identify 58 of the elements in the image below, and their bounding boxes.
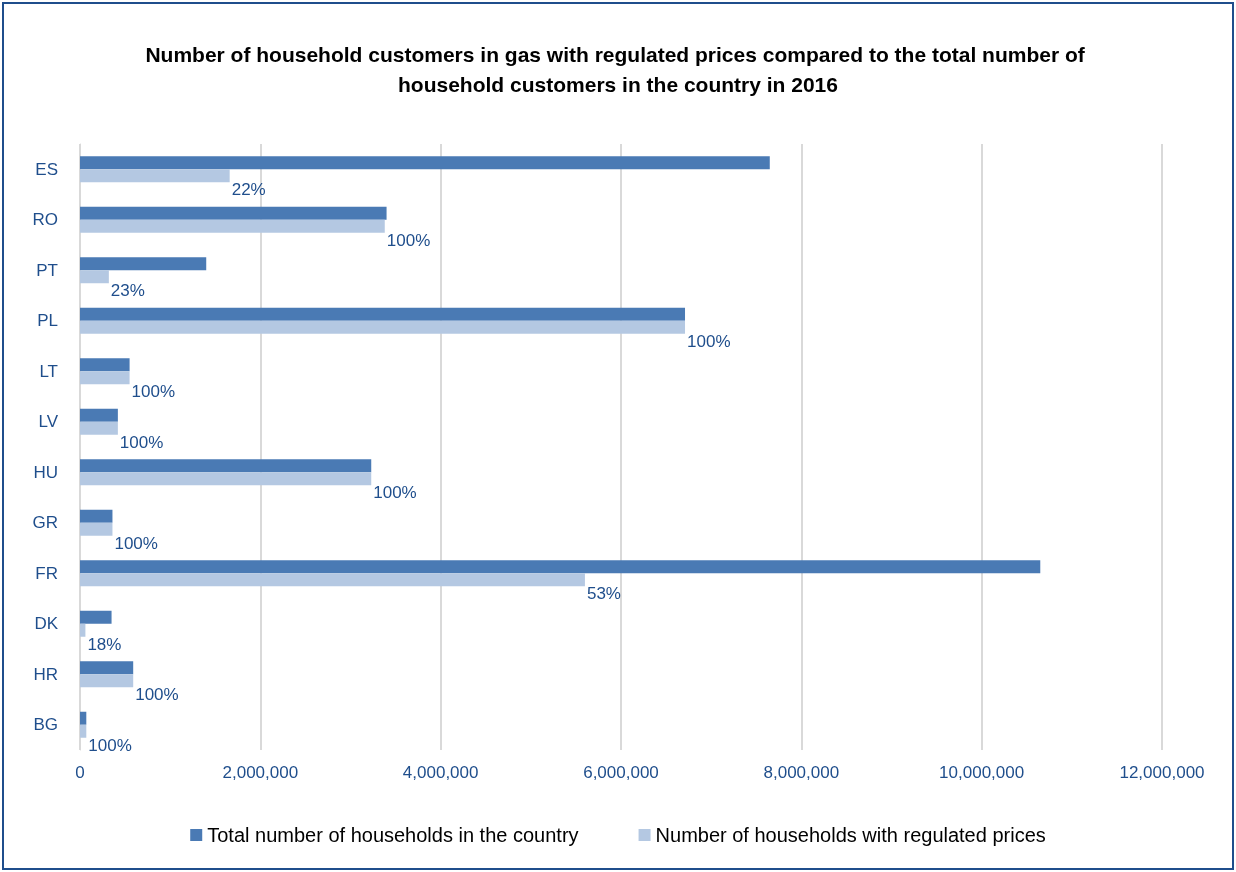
bar bbox=[80, 408, 118, 422]
bar bbox=[80, 459, 372, 473]
annotation: 100% bbox=[373, 483, 417, 503]
y-tick-label: PL bbox=[37, 311, 58, 331]
y-tick-label: GR bbox=[32, 513, 58, 533]
annotation: 23% bbox=[110, 281, 145, 301]
bar bbox=[80, 307, 686, 321]
annotation: 22% bbox=[231, 180, 266, 200]
bar bbox=[80, 573, 585, 587]
annotation: 100% bbox=[687, 331, 731, 351]
bar bbox=[80, 711, 87, 725]
x-tick-label: 12,000,000 bbox=[1119, 763, 1205, 782]
bar bbox=[80, 358, 130, 372]
y-tick-label: LV bbox=[38, 412, 59, 432]
annotation: 18% bbox=[87, 634, 122, 654]
x-tick-label: 2,000,000 bbox=[222, 763, 299, 782]
bar bbox=[80, 219, 385, 233]
x-tick-label: 10,000,000 bbox=[939, 763, 1025, 782]
x-tick-label: 6,000,000 bbox=[583, 763, 659, 782]
bar bbox=[80, 724, 87, 738]
bar bbox=[80, 661, 134, 675]
y-tick-label: HU bbox=[33, 462, 58, 482]
bar bbox=[80, 156, 770, 170]
annotation: 100% bbox=[88, 735, 132, 755]
bar bbox=[80, 320, 686, 334]
chart-title: Number of household customers in gas with regulated prices compared to the total number of household customers in the country in 2016 bbox=[145, 42, 1091, 96]
annotation: 100% bbox=[131, 382, 176, 402]
bar bbox=[80, 371, 130, 385]
bar bbox=[80, 509, 113, 523]
y-tick-label: RO bbox=[32, 210, 58, 230]
bar bbox=[80, 623, 86, 637]
bar bbox=[80, 421, 118, 435]
bar bbox=[80, 472, 372, 486]
y-tick-label: DK bbox=[34, 614, 59, 634]
x-tick-label: 8,000,000 bbox=[763, 763, 840, 782]
legend-label: Number of households with regulated prices bbox=[655, 824, 1046, 846]
legend-label: Total number of households in the country bbox=[207, 824, 579, 846]
annotation: 100% bbox=[386, 230, 431, 250]
y-tick-label: PT bbox=[36, 260, 58, 280]
y-tick-label: HR bbox=[33, 664, 58, 684]
annotation: 100% bbox=[119, 432, 164, 452]
annotation: 100% bbox=[135, 685, 179, 705]
y-tick-label: ES bbox=[35, 159, 58, 179]
annotation: 100% bbox=[114, 533, 158, 553]
annotation: 53% bbox=[586, 584, 621, 604]
x-tick-label: 0 bbox=[75, 763, 85, 782]
bar bbox=[80, 169, 230, 183]
bar bbox=[80, 270, 109, 284]
bar bbox=[80, 674, 134, 688]
bar bbox=[80, 257, 207, 271]
y-tick-label: FR bbox=[35, 563, 58, 583]
y-tick-label: BG bbox=[33, 715, 58, 735]
bar bbox=[80, 522, 113, 536]
y-tick-label: LT bbox=[39, 361, 58, 381]
x-tick-label: 4,000,000 bbox=[402, 763, 479, 782]
bar bbox=[80, 610, 112, 624]
bar bbox=[80, 206, 387, 220]
bar bbox=[80, 560, 1041, 574]
